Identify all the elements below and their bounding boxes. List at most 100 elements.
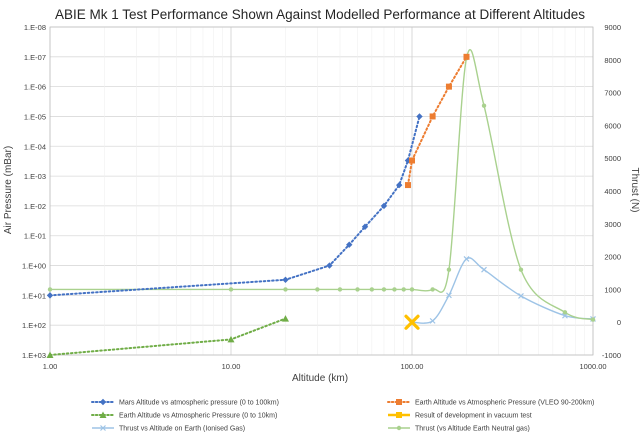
data-point	[429, 113, 436, 120]
data-point	[409, 287, 415, 292]
data-point	[463, 53, 470, 60]
y-right-tick-label: 4000	[604, 187, 621, 196]
legend-swatch-marker	[396, 412, 402, 418]
legend-entry-thrust-vs-altitude-on-earth-ionised-gas: Thrust vs Altitude on Earth (Ionised Gas…	[92, 425, 245, 433]
data-point	[46, 292, 54, 299]
data-point	[381, 287, 387, 292]
data-point	[481, 266, 487, 273]
data-point	[315, 287, 320, 292]
y-right-tick-label: 0	[617, 318, 621, 327]
data-point	[416, 113, 423, 120]
series-layer	[46, 49, 596, 358]
y-right-tick-label: 3000	[604, 220, 621, 229]
series-earth-altitude-vs-atmospheric-pressure-vleo-90-200km	[404, 53, 470, 189]
series-line	[49, 115, 421, 297]
legend-label: Thrust (vs Altitude Earth Neutral gas)	[415, 426, 530, 433]
legend-entry-result-of-development-in-vacuum-test: Result of development in vacuum test	[388, 412, 532, 420]
data-point	[404, 182, 411, 189]
data-point	[430, 287, 435, 292]
data-point	[282, 276, 289, 283]
legend-label: Earth Altitude vs Atmospheric Pressure (…	[119, 413, 277, 420]
x-tick-label: 10.00	[222, 362, 241, 371]
data-point	[355, 287, 360, 292]
y-right-tick-label: 5000	[604, 154, 621, 163]
data-point	[518, 293, 524, 299]
data-point	[361, 223, 369, 230]
plot-area-border	[49, 26, 594, 356]
y-right-tick-label: 1000	[604, 285, 621, 294]
legend-label: Mars Altitude vs atmospheric pressure (0…	[119, 400, 279, 407]
y-right-tick-label: 8000	[604, 56, 621, 65]
y-right-tick-label: 6000	[604, 121, 621, 130]
data-point	[446, 292, 452, 299]
data-point	[463, 255, 470, 262]
y-left-tick-label: 1.E-03	[24, 172, 46, 181]
y-right-tick-label: 9000	[604, 23, 621, 32]
data-point	[446, 267, 452, 272]
y-axis-right-label: Thrust (N)	[629, 168, 640, 213]
series-earth-altitude-vs-atmospheric-pressure-0-to-10km	[46, 315, 289, 358]
y-left-tick-label: 1.E-02	[24, 202, 46, 211]
data-point	[562, 310, 568, 315]
chart-title: ABIE Mk 1 Test Performance Shown Against…	[55, 7, 585, 22]
data-point	[283, 287, 288, 292]
y-left-tick-label: 1.E-06	[24, 83, 46, 92]
data-point	[392, 287, 397, 292]
data-point	[518, 267, 524, 272]
x-tick-label: 1000.00	[579, 362, 606, 371]
data-point	[228, 287, 234, 292]
gridlines	[49, 26, 594, 356]
data-point	[227, 335, 235, 343]
data-point	[346, 241, 353, 248]
data-point	[337, 287, 343, 292]
series-thrust-vs-altitude-earth-neutral-gas	[47, 49, 596, 322]
y-right-tick-label: -1000	[602, 351, 621, 360]
axes: 1.E+03 1.E+02 1.E+01 1.E+00 1.E-01 1.E-02 1.E-…	[22, 23, 621, 371]
y-left-tick-label: 1.E-01	[24, 232, 46, 241]
x-axis-label: Altitude (km)	[292, 373, 348, 384]
series-line	[49, 317, 287, 356]
data-point	[481, 103, 487, 108]
legend: Mars Altitude vs atmospheric pressure (0…	[91, 398, 594, 433]
legend-label: Thrust vs Altitude on Earth (Ionised Gas…	[119, 426, 245, 433]
data-point	[429, 317, 436, 324]
data-point	[369, 287, 375, 292]
data-point	[47, 287, 53, 292]
legend-entry-earth-altitude-vs-atmospheric-pressure-vleo-90-200km: Earth Altitude vs Atmospheric Pressure (…	[387, 399, 594, 407]
legend-entry-thrust-vs-altitude-earth-neutral-gas: Thrust (vs Altitude Earth Neutral gas)	[388, 426, 530, 433]
y-axis-left-label: Air Pressure (mBar)	[3, 146, 14, 234]
data-point	[445, 83, 452, 90]
data-point	[396, 181, 403, 189]
legend-swatch-marker	[99, 411, 107, 418]
y-left-tick-label: 1.E-08	[24, 23, 46, 32]
y-left-tick-label: 1.E-07	[24, 53, 46, 62]
legend-entry-mars-altitude-vs-atmospheric-pressure-0-to-100km: Mars Altitude vs atmospheric pressure (0…	[91, 398, 279, 407]
y-right-tick-label: 7000	[604, 89, 621, 98]
y-left-tick-label: 1.E+02	[22, 321, 46, 330]
x-tick-label: 1.00	[43, 362, 58, 371]
legend-swatch-marker	[396, 399, 402, 405]
y-left-tick-label: 1.E-05	[24, 112, 46, 121]
legend-swatch-marker	[99, 398, 107, 406]
y-right-tick-label: 2000	[604, 253, 621, 262]
y-left-tick-label: 1.E+01	[22, 291, 46, 300]
x-tick-label: 100.00	[401, 362, 424, 371]
data-point	[404, 314, 420, 330]
data-point	[590, 317, 596, 322]
legend-swatch-marker	[100, 425, 106, 431]
data-point	[281, 315, 289, 322]
y-left-tick-label: 1.E+03	[22, 351, 46, 360]
series-line	[50, 49, 594, 321]
series-result-of-development-in-vacuum-test	[404, 314, 420, 330]
y-left-tick-label: 1.E-04	[24, 142, 46, 151]
data-point	[46, 351, 54, 358]
legend-entry-earth-altitude-vs-atmospheric-pressure-0-to-10km: Earth Altitude vs Atmospheric Pressure (…	[91, 411, 277, 420]
data-point	[326, 262, 333, 269]
legend-label: Result of development in vacuum test	[415, 413, 532, 420]
data-point	[401, 287, 406, 292]
data-point	[380, 202, 388, 210]
legend-swatch-marker	[396, 425, 402, 431]
data-point	[409, 157, 415, 164]
y-left-tick-label: 1.E+00	[22, 262, 46, 271]
